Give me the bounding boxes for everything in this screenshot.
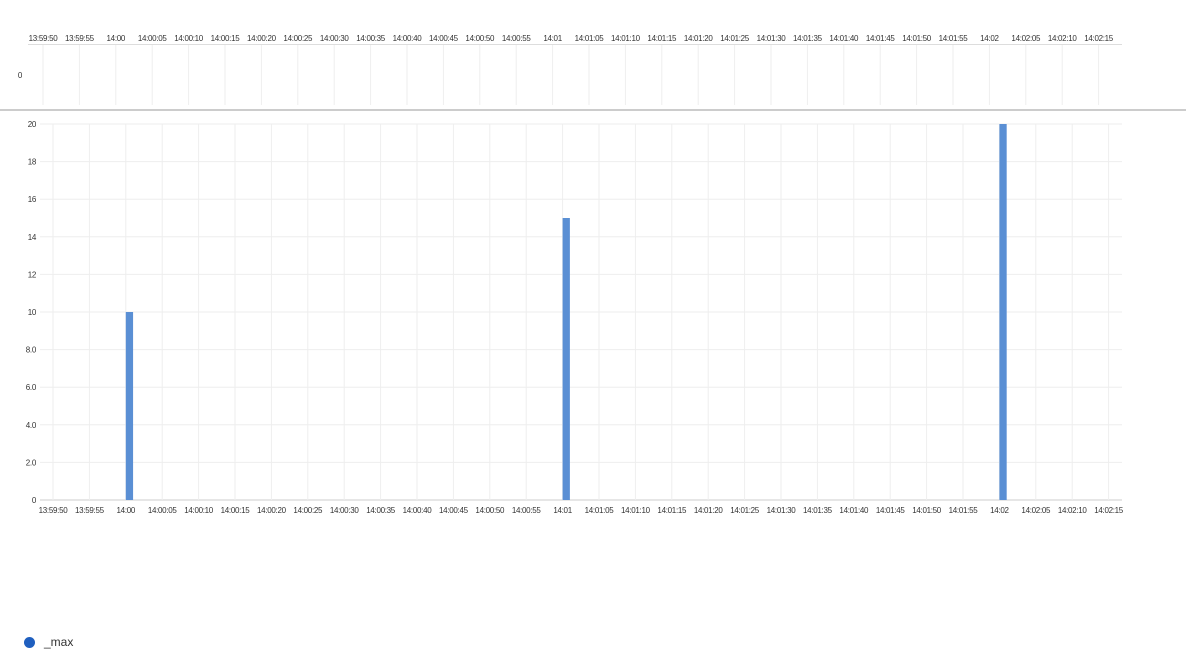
x-tick-label: 14:01:40	[839, 506, 869, 515]
overview-x-tick-label: 14:00:35	[356, 34, 386, 43]
x-tick-label: 14:01:25	[730, 506, 760, 515]
y-tick-label: 18	[28, 158, 37, 167]
overview-x-tick-label: 14:00:15	[211, 34, 241, 43]
x-tick-label: 14:02:05	[1021, 506, 1051, 515]
overview-x-tick-label: 14:01:15	[647, 34, 677, 43]
y-tick-label: 12	[28, 270, 37, 279]
y-tick-label: 10	[28, 308, 37, 317]
overview-x-tick-label: 14:01:40	[829, 34, 859, 43]
x-tick-label: 14:01:05	[585, 506, 615, 515]
overview-x-tick-label: 14:00:45	[429, 34, 459, 43]
overview-y-tick-label: 0	[18, 71, 23, 80]
overview-x-tick-label: 14:00:50	[465, 34, 495, 43]
overview-x-tick-label: 14:00:40	[393, 34, 423, 43]
x-tick-label: 14:00:35	[366, 506, 396, 515]
legend-label: _max	[44, 635, 74, 649]
x-tick-label: 14:00:40	[403, 506, 433, 515]
x-tick-label: 14:02	[990, 506, 1009, 515]
x-tick-label: 14:00:55	[512, 506, 542, 515]
overview-x-tick-label: 14:01:05	[575, 34, 605, 43]
overview-x-tick-label: 13:59:55	[65, 34, 95, 43]
x-tick-label: 14:01	[553, 506, 572, 515]
x-tick-label: 13:59:50	[39, 506, 69, 515]
y-tick-label: 20	[28, 120, 37, 129]
x-tick-label: 14:00:20	[257, 506, 287, 515]
legend[interactable]: _max	[24, 635, 73, 649]
overview-x-tick-label: 14:01:50	[902, 34, 932, 43]
y-tick-label: 2.0	[26, 458, 37, 467]
y-tick-label: 14	[28, 233, 37, 242]
bar	[562, 218, 570, 500]
overview-x-tick-label: 14:00:10	[174, 34, 204, 43]
x-tick-label: 14:01:10	[621, 506, 651, 515]
overview-x-tick-label: 14:00:55	[502, 34, 532, 43]
x-tick-label: 14:00:05	[148, 506, 178, 515]
overview-x-tick-label: 14:01:20	[684, 34, 714, 43]
x-tick-label: 14:00:15	[221, 506, 251, 515]
overview-x-tick-label: 14:01:55	[939, 34, 969, 43]
y-tick-label: 8.0	[26, 346, 37, 355]
x-tick-label: 14:01:45	[876, 506, 906, 515]
x-tick-label: 14:02:15	[1094, 506, 1124, 515]
x-tick-label: 14:01:30	[767, 506, 797, 515]
overview-x-tick-label: 14:02	[980, 34, 999, 43]
overview-x-tick-label: 14:01:10	[611, 34, 641, 43]
x-tick-label: 14:00:30	[330, 506, 360, 515]
x-tick-label: 14:01:55	[949, 506, 979, 515]
y-tick-label: 4.0	[26, 421, 37, 430]
x-tick-label: 14:01:50	[912, 506, 942, 515]
overview-x-tick-label: 14:01:25	[720, 34, 750, 43]
x-tick-label: 14:01:20	[694, 506, 724, 515]
overview-x-tick-label: 14:02:15	[1084, 34, 1114, 43]
bar	[125, 312, 134, 500]
overview-x-tick-label: 14:00:20	[247, 34, 277, 43]
x-tick-label: 14:00:10	[184, 506, 214, 515]
overview-x-tick-label: 14:02:05	[1011, 34, 1041, 43]
x-tick-label: 14:00:25	[293, 506, 323, 515]
y-tick-label: 0	[32, 496, 37, 505]
x-tick-label: 14:01:15	[657, 506, 687, 515]
x-tick-label: 14:02:10	[1058, 506, 1088, 515]
overview-x-tick-label: 14:01	[543, 34, 562, 43]
overview-x-tick-label: 14:00:05	[138, 34, 168, 43]
x-tick-label: 14:00	[117, 506, 136, 515]
y-tick-label: 16	[28, 195, 37, 204]
x-tick-label: 13:59:55	[75, 506, 105, 515]
x-tick-label: 14:01:35	[803, 506, 833, 515]
y-tick-label: 6.0	[26, 383, 37, 392]
bar	[999, 124, 1007, 500]
overview-x-tick-label: 14:00:25	[283, 34, 313, 43]
overview-x-tick-label: 14:01:35	[793, 34, 823, 43]
overview-x-tick-label: 14:01:30	[757, 34, 787, 43]
overview-x-tick-label: 14:02:10	[1048, 34, 1078, 43]
overview-x-tick-label: 14:00	[107, 34, 126, 43]
x-tick-label: 14:00:50	[475, 506, 505, 515]
legend-dot	[24, 636, 35, 648]
overview-x-tick-label: 14:01:45	[866, 34, 896, 43]
overview-x-tick-label: 13:59:50	[29, 34, 59, 43]
x-tick-label: 14:00:45	[439, 506, 469, 515]
overview-x-tick-label: 14:00:30	[320, 34, 350, 43]
